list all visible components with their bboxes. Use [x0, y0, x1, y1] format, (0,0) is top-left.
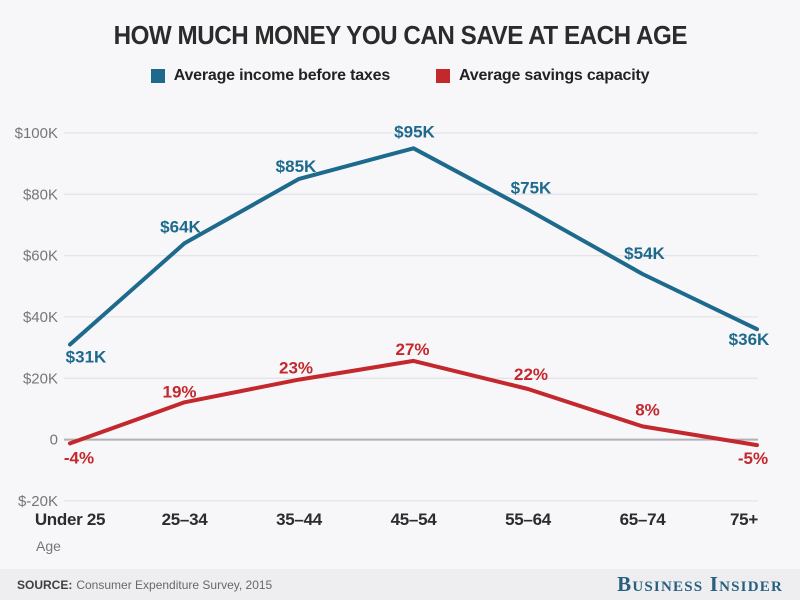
income-data-label: $36K	[729, 330, 770, 349]
savings-data-label: -5%	[738, 449, 768, 468]
savings-data-label: 19%	[162, 382, 196, 401]
y-tick-label: 0	[50, 432, 58, 449]
x-axis-title: Age	[36, 538, 61, 554]
y-tick-label: $-20K	[18, 493, 58, 510]
business-insider-logo: Business Insider	[617, 572, 783, 596]
y-tick-label: $60K	[23, 248, 58, 265]
income-line	[68, 146, 759, 347]
source-note: SOURCE: Consumer Expenditure Survey, 2015	[17, 578, 272, 592]
income-data-label: $85K	[276, 157, 317, 176]
legend-item-savings: Average savings capacity	[436, 67, 649, 85]
x-tick-label: 65–74	[620, 510, 667, 529]
source-label: SOURCE:	[17, 577, 73, 592]
income-data-label: $64K	[160, 217, 201, 236]
legend-label-income: Average income before taxes	[173, 67, 391, 84]
income-swatch-icon	[150, 69, 165, 83]
footer-bar: SOURCE: Consumer Expenditure Survey, 2015…	[0, 569, 800, 600]
income-data-label: $95K	[394, 122, 435, 141]
y-tick-label: $20K	[23, 370, 58, 387]
source-text: Consumer Expenditure Survey, 2015	[76, 577, 273, 592]
savings-data-label: 27%	[395, 340, 429, 359]
x-tick-label: 75+	[730, 510, 758, 529]
x-tick-label: 55–64	[505, 510, 552, 529]
y-tick-label: $80K	[23, 186, 58, 203]
savings-line	[68, 358, 759, 448]
legend-item-income: Average income before taxes	[150, 67, 391, 85]
x-tick-label: 45–54	[391, 510, 438, 529]
savings-data-label: 8%	[635, 400, 660, 419]
savings-swatch-icon	[436, 69, 451, 83]
income-data-label: $31K	[66, 348, 107, 367]
x-tick-label: Under 25	[35, 510, 105, 529]
savings-data-label: 23%	[279, 359, 313, 378]
x-tick-label: 25–34	[162, 510, 209, 529]
legend-label-savings: Average savings capacity	[459, 67, 650, 84]
income-data-label: $75K	[511, 179, 552, 198]
page-title: HOW MUCH MONEY YOU CAN SAVE AT EACH AGE	[0, 20, 800, 51]
page-title-text: HOW MUCH MONEY YOU CAN SAVE AT EACH AGE	[113, 20, 687, 50]
chart-legend: Average income before taxes Average savi…	[0, 67, 800, 85]
savings-data-label: 22%	[514, 365, 548, 384]
y-tick-label: $40K	[23, 309, 58, 326]
income-data-label: $54K	[624, 244, 665, 263]
x-tick-label: 35–44	[276, 510, 323, 529]
savings-data-label: -4%	[64, 448, 94, 467]
y-tick-label: $100K	[15, 125, 58, 142]
